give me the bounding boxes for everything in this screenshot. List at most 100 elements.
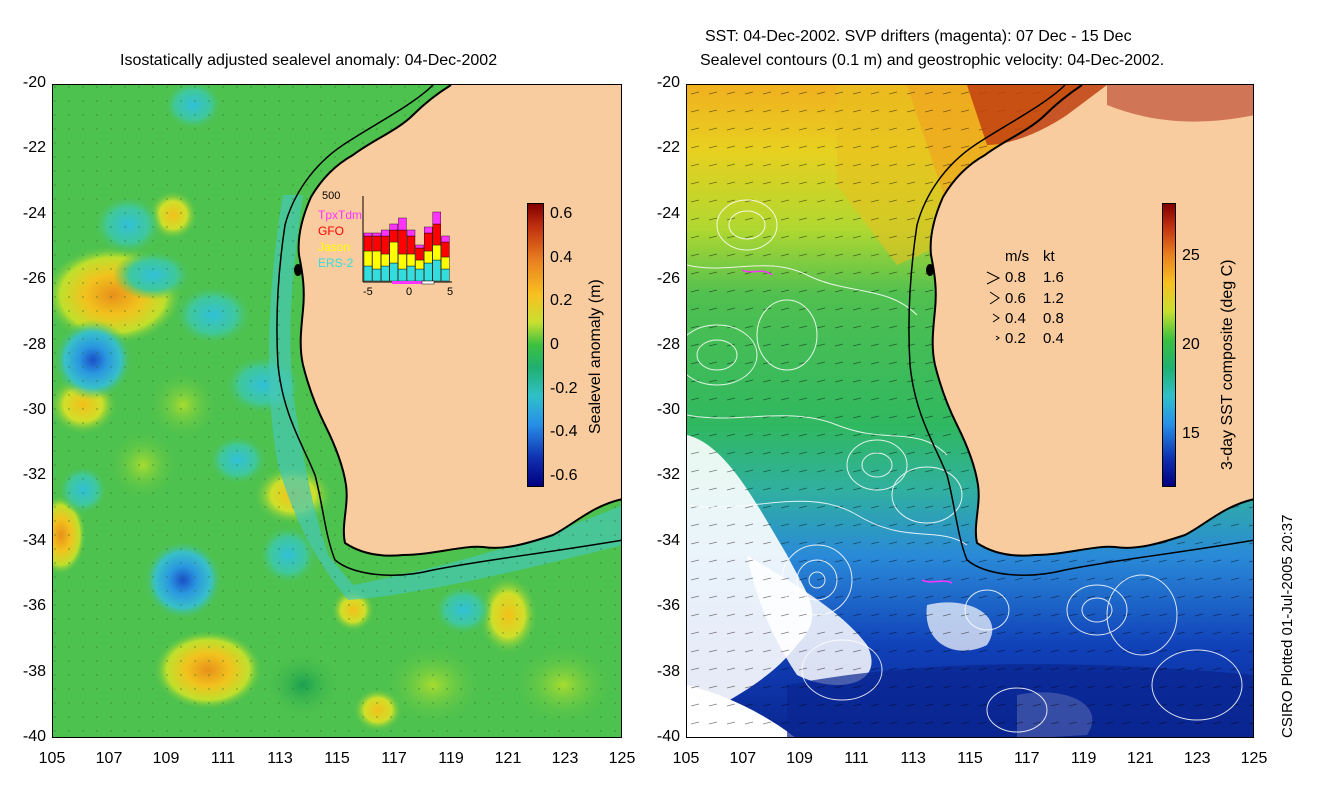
sst-colorbar-label: 3-day SST composite (deg C) xyxy=(1219,259,1236,470)
histogram-bar-segment xyxy=(389,241,399,264)
histogram-bar-segment xyxy=(441,235,450,243)
histogram-bar-segment xyxy=(415,259,424,270)
left-y-tick: -32 xyxy=(22,466,46,484)
right-map-title-line2: Sealevel contours (0.1 m) and geostrophi… xyxy=(700,52,1165,69)
right-y-tick: -40 xyxy=(656,728,680,745)
right-y-tick: -26 xyxy=(656,270,680,288)
histogram-bar-segment xyxy=(406,235,416,255)
right-x-tick: 119 xyxy=(1070,750,1097,767)
left-y-tick: -40 xyxy=(22,728,46,745)
sst-colorbar-tick: 15 xyxy=(1182,424,1200,442)
legend-jason: Jason xyxy=(318,240,351,254)
left-x-tick: 115 xyxy=(324,750,350,767)
histogram-bar-segment xyxy=(389,262,399,282)
histogram-xtick-neg5: -5 xyxy=(363,286,373,298)
histogram-bar-segment xyxy=(398,229,407,255)
left-x-tick: 111 xyxy=(210,750,236,767)
histogram-bar-segment xyxy=(363,232,373,237)
sealevel-colorbar-label: Sealevel anomaly (m) xyxy=(587,279,604,434)
speed-legend-kt-header: kt xyxy=(1043,248,1055,265)
speed-arrow-icon xyxy=(992,313,1000,323)
histogram-bar-segment xyxy=(380,229,390,237)
histogram-bar-segment xyxy=(363,250,373,267)
histogram-bar-segment xyxy=(415,268,424,282)
speed-arrow-icon xyxy=(986,271,1001,285)
histogram-xtick-5: 5 xyxy=(447,286,454,298)
histogram-bar-segment xyxy=(423,232,433,252)
histogram-bar-segment xyxy=(415,247,424,261)
left-x-tick: 119 xyxy=(438,750,464,767)
right-y-tick: -38 xyxy=(656,662,680,680)
left-y-tick: -24 xyxy=(22,204,46,222)
left-y-tick: -34 xyxy=(22,531,46,549)
left-y-tick: -28 xyxy=(22,335,46,353)
speed-legend-ms-1: 0.6 xyxy=(1005,290,1026,307)
right-x-tick: 107 xyxy=(729,750,757,767)
right-x-tick: 111 xyxy=(844,750,869,767)
right-y-tick: -22 xyxy=(656,139,680,157)
sst-colorbar-tick: 20 xyxy=(1182,336,1200,353)
left-y-tick: -20 xyxy=(22,74,46,91)
sst-colorbar-tick: 25 xyxy=(1182,247,1200,265)
sealevel-colorbar-tick: 0.6 xyxy=(550,204,573,222)
histogram-bar-segment xyxy=(406,229,416,237)
left-x-tick: 109 xyxy=(152,750,180,767)
right-y-tick: -36 xyxy=(656,597,680,615)
altimeter-histogram: 500 TpxTdm GFO Jason ERS-2 -5 0 5 xyxy=(300,186,460,306)
sealevel-colorbar-tick: 0.2 xyxy=(550,292,573,310)
speed-legend-kt-3: 0.4 xyxy=(1043,330,1064,347)
histogram-bar-segment xyxy=(432,211,442,225)
histogram-bar-segment xyxy=(398,268,407,282)
speed-arrow-icon xyxy=(989,291,1000,305)
histogram-bar-segment xyxy=(389,229,399,243)
right-x-tick: 109 xyxy=(786,750,813,767)
left-x-tick: 107 xyxy=(95,750,123,767)
right-map-title-line1: SST: 04-Dec-2002. SVP drifters (magenta)… xyxy=(705,28,1132,45)
histogram-bar-segment xyxy=(423,226,433,234)
sealevel-colorbar-tick: 0.4 xyxy=(550,248,573,266)
sealevel-colorbar-tick: -0.6 xyxy=(550,467,578,485)
left-y-tick: -30 xyxy=(22,401,46,418)
left-x-tick: 105 xyxy=(38,750,66,767)
left-x-tick: 125 xyxy=(608,750,636,767)
histogram-ymax: 500 xyxy=(322,190,341,202)
histogram-bar-segment xyxy=(432,259,442,282)
histogram-bar-segment xyxy=(423,250,433,264)
left-x-tick: 121 xyxy=(494,750,522,767)
left-sealevel-map[interactable] xyxy=(52,84,622,738)
histogram-bar-segment xyxy=(398,253,407,270)
histogram-bar-segment xyxy=(432,223,442,246)
speed-legend-kt-0: 1.6 xyxy=(1043,269,1064,286)
histogram-bar-segment xyxy=(372,235,381,252)
histogram-xtick-0: 0 xyxy=(406,286,413,298)
right-x-tick: 115 xyxy=(957,750,983,767)
histogram-bar-segment xyxy=(423,262,433,282)
histogram-bar-segment xyxy=(415,244,424,249)
plot-credit: CSIRO Plotted 01-Jul-2005 20:37 xyxy=(1279,514,1296,738)
left-y-tick: -26 xyxy=(22,270,46,288)
histogram-bar-segment xyxy=(372,250,381,270)
left-x-tick: 113 xyxy=(267,750,293,767)
speed-legend-kt-2: 0.8 xyxy=(1043,310,1064,327)
histogram-bar-segment xyxy=(380,235,390,255)
right-sst-map[interactable] xyxy=(686,84,1254,738)
histogram-bar-segment xyxy=(406,265,416,282)
speed-legend: m/s kt 0.8 1.6 0.6 1.2 0.4 0.8 0.2 0.4 xyxy=(985,248,1075,348)
histogram-bar-segment xyxy=(363,265,373,282)
right-x-tick: 121 xyxy=(1127,750,1154,767)
speed-legend-ms-0: 0.8 xyxy=(1005,269,1026,286)
sealevel-colorbar-tick: 0 xyxy=(550,336,559,353)
speed-legend-ms-2: 0.4 xyxy=(1005,310,1026,327)
speed-legend-ms-header: m/s xyxy=(1005,248,1030,265)
histogram-bar-segment xyxy=(389,223,399,231)
left-x-tick: 117 xyxy=(381,750,407,767)
right-x-tick: 113 xyxy=(900,750,926,767)
speed-legend-ms-3: 0.2 xyxy=(1005,330,1026,347)
histogram-bar-segment xyxy=(363,235,373,252)
right-y-tick: -24 xyxy=(656,204,680,222)
right-x-tick: 123 xyxy=(1183,750,1211,767)
right-x-tick: 105 xyxy=(672,750,700,767)
left-y-tick: -38 xyxy=(22,662,46,680)
right-x-tick: 117 xyxy=(1014,750,1040,767)
sealevel-colorbar xyxy=(527,203,544,487)
